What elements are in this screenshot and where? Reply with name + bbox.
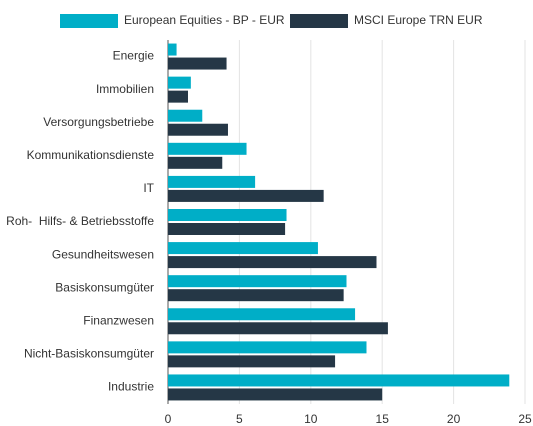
bar bbox=[168, 123, 228, 136]
y-tick-label: Kommunikationsdienste bbox=[27, 148, 155, 162]
bar bbox=[168, 189, 324, 202]
y-tick-label: Energie bbox=[113, 49, 155, 63]
y-tick-label: Finanzwesen bbox=[83, 313, 154, 327]
bar bbox=[168, 57, 227, 70]
y-tick-label: Nicht-Basiskonsumgüter bbox=[24, 347, 154, 361]
x-tick-label: 0 bbox=[165, 412, 172, 426]
legend-swatch bbox=[290, 14, 348, 28]
bar bbox=[168, 308, 356, 321]
bar bbox=[168, 156, 223, 169]
x-tick-label: 20 bbox=[447, 412, 461, 426]
x-tick-label: 25 bbox=[518, 412, 532, 426]
legend-label: MSCI Europe TRN EUR bbox=[354, 13, 483, 27]
x-tick-label: 10 bbox=[304, 412, 318, 426]
bar bbox=[168, 289, 344, 302]
legend-swatch bbox=[60, 14, 118, 28]
y-tick-label: IT bbox=[143, 181, 154, 195]
bar bbox=[168, 322, 388, 335]
bar bbox=[168, 90, 188, 103]
bar bbox=[168, 374, 510, 387]
x-tick-label: 5 bbox=[236, 412, 243, 426]
bar bbox=[168, 223, 286, 235]
y-tick-label: Immobilien bbox=[96, 82, 154, 96]
bar bbox=[168, 76, 191, 89]
bar bbox=[168, 43, 177, 56]
bar bbox=[168, 142, 247, 155]
y-tick-label: Basiskonsumgüter bbox=[55, 280, 154, 294]
bar bbox=[168, 275, 347, 288]
bar bbox=[168, 388, 383, 401]
bar bbox=[168, 355, 336, 368]
legend-label: European Equities - BP - EUR bbox=[124, 13, 285, 27]
bar bbox=[168, 256, 377, 269]
x-tick-label: 15 bbox=[376, 412, 390, 426]
bar bbox=[168, 109, 203, 122]
y-tick-label: Roh- Hilfs- & Betriebsstoffe bbox=[6, 214, 154, 228]
y-tick-label: Gesundheitswesen bbox=[52, 247, 154, 261]
bar bbox=[168, 209, 287, 221]
y-tick-label: Versorgungsbetriebe bbox=[43, 115, 154, 129]
bar bbox=[168, 341, 367, 354]
bar bbox=[168, 242, 318, 255]
bar bbox=[168, 175, 256, 188]
y-tick-label: Industrie bbox=[108, 380, 154, 394]
